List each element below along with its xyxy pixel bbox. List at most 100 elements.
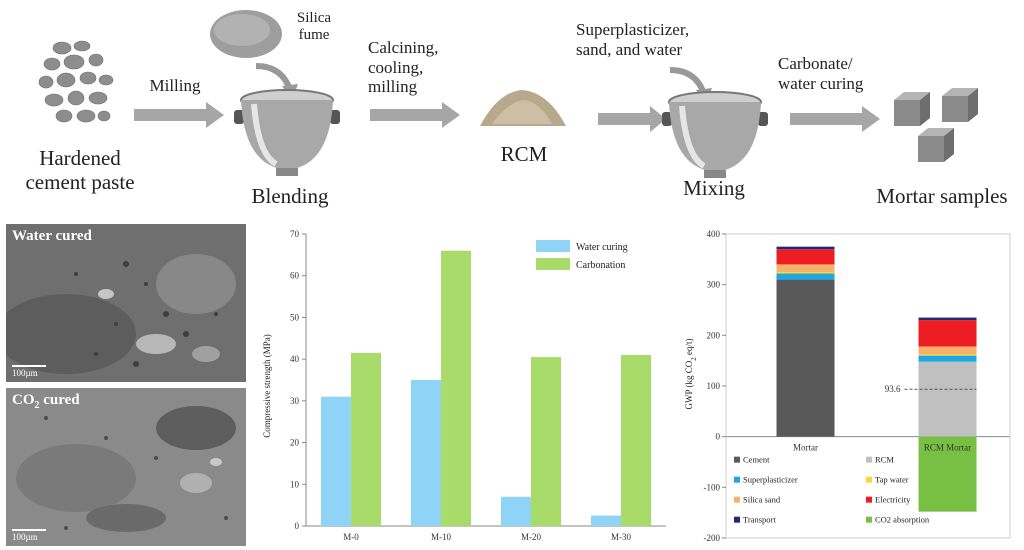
micrograph-texture <box>6 388 246 546</box>
y-tick-label: 300 <box>707 280 721 290</box>
water-cured-label: Water cured <box>12 228 92 244</box>
scale-bar: 100µm <box>12 529 46 542</box>
y-tick-label: -100 <box>704 482 721 492</box>
mortar-samples-label: Mortar samples <box>876 184 1008 208</box>
legend-swatch <box>866 496 872 503</box>
bar-carbonation-m-20 <box>531 357 561 526</box>
cube-1 <box>894 92 930 126</box>
mortar-cubes-icon <box>894 88 978 162</box>
legend: Cement RCM Superplasticizer Tap water Silica… <box>734 455 930 525</box>
legend-swatch <box>734 456 740 463</box>
legend: Water curing Carbonation <box>536 240 628 271</box>
blending-label: Blending <box>251 184 329 208</box>
x-tick-label: M-0 <box>343 532 359 542</box>
bar-segment-silica-sand <box>918 346 977 355</box>
arrow-right-icon <box>370 102 460 128</box>
bar-segment-silica-sand <box>776 264 835 272</box>
arrow-right-icon <box>790 106 880 132</box>
silica-fume-label: Silica fume <box>296 10 332 44</box>
bar-segment-superplasticizer <box>776 273 835 280</box>
legend-label: CO2 absorption <box>875 515 930 525</box>
y-axis-label: Compressive strength (MPa) <box>262 334 272 438</box>
legend-label: Transport <box>743 515 776 525</box>
bar-water-curing-m-30 <box>591 515 621 526</box>
x-tick-label: M-10 <box>431 532 451 542</box>
bar-carbonation-m-0 <box>351 352 381 526</box>
legend-swatch <box>536 258 570 270</box>
y-tick-label: 30 <box>290 396 300 406</box>
arrow-right-icon <box>598 106 666 132</box>
scale-bar: 100µm <box>12 365 46 378</box>
legend-label: Superplasticizer <box>743 475 798 485</box>
legend-label: Electricity <box>875 495 911 505</box>
y-tick-label: 40 <box>290 354 300 364</box>
legend-swatch <box>734 516 740 523</box>
legend-swatch <box>866 476 872 483</box>
rcm-powder-icon <box>480 90 566 126</box>
legend-swatch <box>734 476 740 483</box>
compressive-strength-chart: Compressive strength (MPa) 0 10 20 30 40 50 60… <box>262 229 666 542</box>
bar-segment-electricity <box>918 320 977 347</box>
legend-label: Cement <box>743 455 770 465</box>
micrograph-texture <box>6 224 246 382</box>
cement-pieces-icon <box>38 40 114 123</box>
bar-carbonation-m-10 <box>441 250 471 526</box>
bar-segment-co2-absorption <box>918 436 977 512</box>
cube-3 <box>918 128 954 162</box>
y-tick-label: 0 <box>295 521 300 531</box>
bar-segment-transport <box>918 317 977 321</box>
x-tick-label: M-20 <box>521 532 541 542</box>
bar-carbonation-m-30 <box>621 354 651 526</box>
legend-label: Carbonation <box>576 260 625 271</box>
y-axis-label: GWP (kg CO2 eq/t) <box>684 339 698 410</box>
arrow-right-icon <box>134 102 224 128</box>
y-tick-label: 200 <box>707 330 721 340</box>
bar-segment-cement <box>776 279 835 437</box>
legend-swatch <box>866 516 872 523</box>
superplasticizer-label: Superplasticizer, sand, and water <box>576 20 690 59</box>
x-tick-label: RCM Mortar <box>924 443 971 453</box>
carbonate-label: Carbonate/ water curing <box>778 54 864 93</box>
water-cured-micrograph: Water cured 100µm <box>6 224 246 382</box>
bar-water-curing-m-10 <box>411 380 441 526</box>
hardened-cement-paste-label: Hardened cement paste <box>25 146 135 195</box>
gwp-chart: GWP (kg CO2 eq/t) 400 300 200 100 0 -100 -200 M… <box>684 229 1011 543</box>
rcm-label: RCM <box>500 142 548 166</box>
bar-segment-superplasticizer <box>918 355 977 362</box>
co2-cured-micrograph: CO2 cured 100µm <box>6 388 246 546</box>
bar-water-curing-m-20 <box>501 496 531 526</box>
legend-swatch <box>866 456 872 463</box>
x-tick-label: Mortar <box>793 443 818 453</box>
y-tick-label: -200 <box>704 533 721 543</box>
legend-label: Silica sand <box>743 495 781 505</box>
co2-cured-label: CO2 cured <box>12 392 80 411</box>
mixing-bowl-icon <box>662 91 768 178</box>
legend-label: RCM <box>875 455 894 465</box>
bar-segment-tap-water <box>776 272 835 274</box>
bar-segment-electricity <box>776 249 835 265</box>
legend-label: Tap water <box>875 475 909 485</box>
y-tick-label: 10 <box>290 479 300 489</box>
y-tick-label: 50 <box>290 312 300 322</box>
bar-segment-tap-water <box>918 354 977 356</box>
silica-fume-powder-icon <box>210 10 282 58</box>
y-tick-label: 20 <box>290 438 300 448</box>
y-tick-label: 100 <box>707 381 721 391</box>
calcining-label: Calcining, cooling, milling <box>368 38 439 97</box>
legend-swatch <box>536 240 570 252</box>
bar-segment-transport <box>776 246 835 250</box>
y-tick-label: 60 <box>290 271 300 281</box>
blending-bowl-icon <box>234 89 340 176</box>
cube-2 <box>942 88 978 122</box>
y-tick-label: 400 <box>707 229 721 239</box>
bar-segment-rcm <box>918 361 977 437</box>
x-tick-label: M-30 <box>611 532 631 542</box>
bar-water-curing-m-0 <box>321 396 351 526</box>
legend-swatch <box>734 496 740 503</box>
annotation-label: 93.6 <box>885 384 901 394</box>
milling-label: Milling <box>149 76 201 95</box>
y-tick-label: 0 <box>716 432 721 442</box>
legend-label: Water curing <box>576 242 628 253</box>
mixing-label: Mixing <box>683 176 745 200</box>
y-tick-label: 70 <box>290 229 300 239</box>
